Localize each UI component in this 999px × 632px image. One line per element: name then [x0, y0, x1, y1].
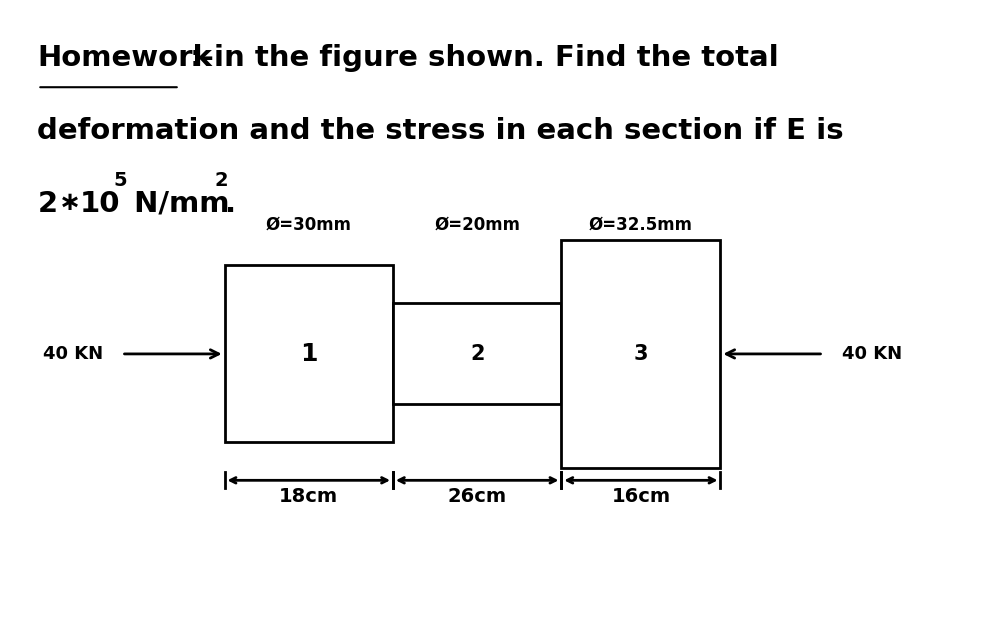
Text: ∗: ∗	[59, 190, 81, 216]
Text: 26cm: 26cm	[448, 487, 506, 506]
Text: N/mm: N/mm	[125, 190, 230, 217]
Text: 5: 5	[113, 171, 127, 190]
Text: 16cm: 16cm	[611, 487, 670, 506]
Text: 40 KN: 40 KN	[842, 345, 902, 363]
Text: 10: 10	[80, 190, 120, 217]
Text: 2: 2	[470, 344, 485, 364]
Text: .: .	[226, 190, 237, 217]
Text: :-in the figure shown. Find the total: :-in the figure shown. Find the total	[180, 44, 778, 72]
Text: 1: 1	[300, 342, 318, 366]
Text: 18cm: 18cm	[279, 487, 339, 506]
Text: 3: 3	[633, 344, 648, 364]
Bar	[225, 265, 393, 442]
Text: 2: 2	[37, 190, 58, 217]
Bar	[393, 303, 561, 404]
Bar	[561, 240, 720, 468]
Text: Ø=30mm: Ø=30mm	[266, 216, 352, 234]
Text: 2: 2	[214, 171, 228, 190]
Text: Homework: Homework	[37, 44, 213, 72]
Text: Ø=32.5mm: Ø=32.5mm	[588, 216, 693, 234]
Text: Ø=20mm: Ø=20mm	[435, 216, 520, 234]
Text: deformation and the stress in each section if E is: deformation and the stress in each secti…	[37, 117, 844, 145]
Text: 40 KN: 40 KN	[43, 345, 103, 363]
